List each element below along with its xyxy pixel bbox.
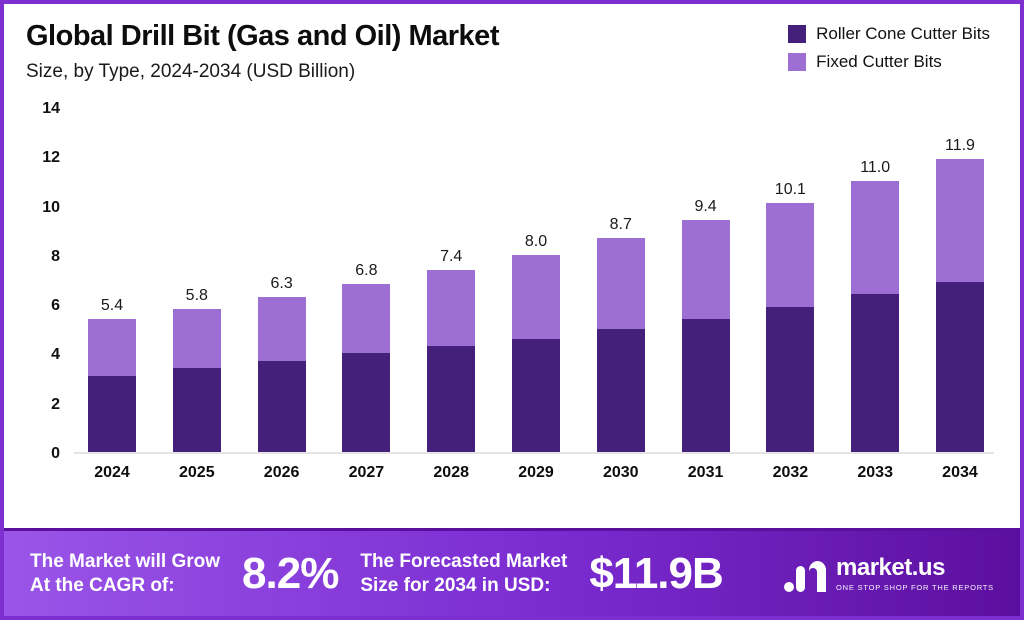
brand-tagline: ONE STOP SHOP FOR THE REPORTS xyxy=(836,582,994,592)
chart-header: Global Drill Bit (Gas and Oil) Market Si… xyxy=(26,20,994,83)
bar-segment-roller-cone-cutter-bits xyxy=(257,360,306,452)
legend-item: Fixed Cutter Bits xyxy=(788,52,990,72)
page-title: Global Drill Bit (Gas and Oil) Market xyxy=(26,20,499,52)
bar-column: 5.8 xyxy=(172,287,221,452)
legend-item: Roller Cone Cutter Bits xyxy=(788,24,990,44)
x-axis-labels: 2024 2025 2026 2027 2028 2029 2030 2031 2032 2033… xyxy=(74,454,994,482)
y-axis: 0 2 4 6 8 10 12 14 xyxy=(26,100,66,462)
x-axis-label: 2027 xyxy=(348,464,385,481)
x-axis-label: 2033 xyxy=(857,464,893,481)
bar-segment-fixed-cutter-bits xyxy=(172,309,221,369)
footer-banner: The Market will Grow At the CAGR of: 8.2… xyxy=(4,528,1020,616)
y-tick-label: 0 xyxy=(51,445,60,462)
x-axis-label: 2026 xyxy=(263,464,300,481)
y-tick-label: 6 xyxy=(51,297,60,315)
bar-column: 6.8 xyxy=(342,262,391,452)
bar-segment-roller-cone-cutter-bits xyxy=(681,318,730,452)
y-tick-label: 12 xyxy=(42,149,60,167)
cagr-label: The Market will Grow At the CAGR of: xyxy=(30,550,220,598)
y-tick-label: 14 xyxy=(42,100,60,117)
bar-total-label: 6.8 xyxy=(355,262,378,280)
bar-segment-fixed-cutter-bits xyxy=(851,180,900,295)
bar-segment-roller-cone-cutter-bits xyxy=(511,338,560,452)
bar-column: 6.3 xyxy=(257,274,306,452)
bar-total-label: 8.0 xyxy=(524,232,548,250)
y-tick-label: 8 xyxy=(51,247,60,265)
bar-column: 5.4 xyxy=(88,297,136,452)
x-axis-label: 2029 xyxy=(518,464,554,481)
bar-segment-fixed-cutter-bits xyxy=(342,284,391,354)
bar-segment-roller-cone-cutter-bits xyxy=(935,281,984,452)
bar-segment-fixed-cutter-bits xyxy=(511,254,560,339)
bar-segment-roller-cone-cutter-bits xyxy=(596,328,645,452)
y-tick-label: 4 xyxy=(51,346,60,364)
bar-total-label: 9.4 xyxy=(694,198,717,216)
bar-segment-roller-cone-cutter-bits xyxy=(766,306,815,452)
cagr-label-line1: The Market will Grow xyxy=(30,550,221,572)
page-subtitle: Size, by Type, 2024-2034 (USD Billion) xyxy=(26,61,356,82)
legend-label: Roller Cone Cutter Bits xyxy=(816,24,990,43)
bar-total-label: 5.8 xyxy=(185,287,208,305)
x-axis-label: 2030 xyxy=(602,464,639,481)
bar-segment-roller-cone-cutter-bits xyxy=(851,294,900,452)
brand-logo: market.us ONE STOP SHOP FOR THE REPORTS xyxy=(782,552,994,596)
title-block: Global Drill Bit (Gas and Oil) Market Si… xyxy=(26,20,499,83)
brand-text: market.us ONE STOP SHOP FOR THE REPORTS xyxy=(836,553,994,592)
x-axis-label: 2032 xyxy=(772,464,809,481)
bar-segment-fixed-cutter-bits xyxy=(257,296,306,361)
cagr-value: 8.2% xyxy=(242,548,339,598)
bar-total-label: 6.3 xyxy=(270,274,293,292)
forecast-value: $11.9B xyxy=(589,548,723,598)
bar-segment-roller-cone-cutter-bits xyxy=(342,353,391,452)
bar-total-label: 5.4 xyxy=(100,296,124,314)
bar-segment-fixed-cutter-bits xyxy=(427,269,476,347)
bar-segment-roller-cone-cutter-bits xyxy=(172,368,221,452)
bar-column: 8.0 xyxy=(511,232,560,452)
chart-section: Global Drill Bit (Gas and Oil) Market Si… xyxy=(4,4,1020,528)
bar-segment-roller-cone-cutter-bits xyxy=(427,346,476,452)
legend-swatch xyxy=(788,25,807,43)
legend: Roller Cone Cutter Bits Fixed Cutter Bits xyxy=(788,20,994,72)
bar-total-label: 10.1 xyxy=(774,181,806,199)
forecast-label-line1: The Forecasted Market xyxy=(360,550,568,572)
forecast-label: The Forecasted Market Size for 2034 in U… xyxy=(360,550,567,598)
bar-segment-fixed-cutter-bits xyxy=(88,318,136,376)
bars-area: 5.4 5.8 6.3 6.8 7.4 8.0 8.7 9.4 10.1 11.0 11.9 xyxy=(74,109,994,454)
bar-total-label: 7.4 xyxy=(440,247,463,265)
forecast-label-line2: Size for 2034 in USD: xyxy=(360,574,551,596)
bar-column: 7.4 xyxy=(427,247,476,452)
brand-name: market.us xyxy=(836,553,945,581)
y-tick-label: 10 xyxy=(42,198,60,216)
bar-column: 11.9 xyxy=(935,136,984,452)
bar-segment-fixed-cutter-bits xyxy=(681,220,730,319)
x-axis-label: 2025 xyxy=(179,464,215,481)
bar-column: 11.0 xyxy=(851,158,900,452)
bar-column: 10.1 xyxy=(766,181,815,452)
plot-area: 0 2 4 6 8 10 12 14 5.4 5.8 6.3 6.8 7.4 8.0 8.7 9.4 10.1… xyxy=(26,100,994,462)
bar-segment-fixed-cutter-bits xyxy=(935,158,984,282)
x-axis-label: 2024 xyxy=(94,464,130,481)
bar-segment-roller-cone-cutter-bits xyxy=(88,375,136,452)
x-axis-label: 2031 xyxy=(687,464,724,481)
bar-segment-fixed-cutter-bits xyxy=(766,203,815,307)
bar-total-label: 8.7 xyxy=(609,215,632,233)
x-axis-label: 2034 xyxy=(942,464,978,481)
y-tick-label: 2 xyxy=(51,395,60,413)
bar-column: 9.4 xyxy=(681,198,730,452)
bar-total-label: 11.9 xyxy=(944,136,975,154)
legend-label: Fixed Cutter Bits xyxy=(816,52,942,71)
bar-total-label: 11.0 xyxy=(860,158,891,176)
legend-swatch xyxy=(788,53,807,71)
x-axis-label: 2028 xyxy=(433,464,469,481)
cagr-label-line2: At the CAGR of: xyxy=(30,574,175,596)
marketus-logo-icon xyxy=(784,560,827,592)
bar-segment-fixed-cutter-bits xyxy=(596,237,645,329)
bar-column: 8.7 xyxy=(596,215,645,452)
